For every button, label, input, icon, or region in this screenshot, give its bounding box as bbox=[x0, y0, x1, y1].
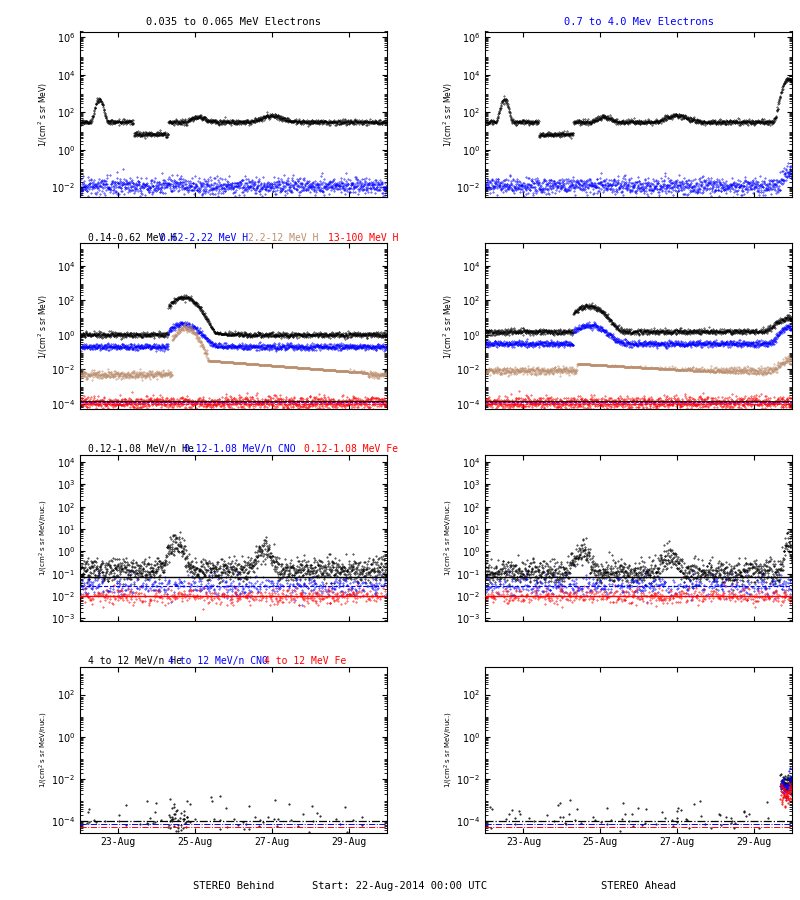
Y-axis label: 1/(cm$^2$ s sr MeV): 1/(cm$^2$ s sr MeV) bbox=[442, 293, 454, 358]
Y-axis label: 1/(cm$^2$ s sr MeV): 1/(cm$^2$ s sr MeV) bbox=[37, 82, 50, 147]
Text: 0.035 to 0.065 MeV Electrons: 0.035 to 0.065 MeV Electrons bbox=[146, 17, 321, 27]
Y-axis label: 1/(cm$^2$ s sr MeV): 1/(cm$^2$ s sr MeV) bbox=[442, 82, 455, 147]
Text: 0.62-2.22 MeV H: 0.62-2.22 MeV H bbox=[160, 232, 248, 243]
Text: 4 to 12 MeV/n He: 4 to 12 MeV/n He bbox=[88, 656, 182, 666]
Y-axis label: 1/(cm$^2$ s sr MeV): 1/(cm$^2$ s sr MeV) bbox=[36, 293, 50, 358]
Text: 0.12-1.08 MeV/n He: 0.12-1.08 MeV/n He bbox=[88, 445, 194, 455]
Y-axis label: 1/(cm$^2$ s sr MeV/nuc.): 1/(cm$^2$ s sr MeV/nuc.) bbox=[38, 711, 50, 788]
Text: 0.12-1.08 MeV/n CNO: 0.12-1.08 MeV/n CNO bbox=[184, 445, 296, 455]
Text: Start: 22-Aug-2014 00:00 UTC: Start: 22-Aug-2014 00:00 UTC bbox=[313, 881, 487, 891]
Y-axis label: 1/(cm$^2$ s sr MeV/nuc.): 1/(cm$^2$ s sr MeV/nuc.) bbox=[38, 500, 50, 576]
Text: 2.2-12 MeV H: 2.2-12 MeV H bbox=[248, 232, 318, 243]
Text: STEREO Behind: STEREO Behind bbox=[193, 881, 274, 891]
Text: 4 to 12 MeV Fe: 4 to 12 MeV Fe bbox=[264, 656, 346, 666]
Text: 0.12-1.08 MeV Fe: 0.12-1.08 MeV Fe bbox=[304, 445, 398, 455]
Y-axis label: 1/(cm$^2$ s sr MeV/nuc.): 1/(cm$^2$ s sr MeV/nuc.) bbox=[442, 711, 454, 788]
Text: 13-100 MeV H: 13-100 MeV H bbox=[328, 232, 398, 243]
Text: 0.7 to 4.0 Mev Electrons: 0.7 to 4.0 Mev Electrons bbox=[563, 17, 714, 27]
Text: 4 to 12 MeV/n CNO: 4 to 12 MeV/n CNO bbox=[168, 656, 268, 666]
Text: 0.14-0.62 MeV H: 0.14-0.62 MeV H bbox=[88, 232, 176, 243]
Y-axis label: 1/(cm$^2$ s sr MeV/nuc.): 1/(cm$^2$ s sr MeV/nuc.) bbox=[442, 500, 455, 576]
Text: STEREO Ahead: STEREO Ahead bbox=[601, 881, 676, 891]
